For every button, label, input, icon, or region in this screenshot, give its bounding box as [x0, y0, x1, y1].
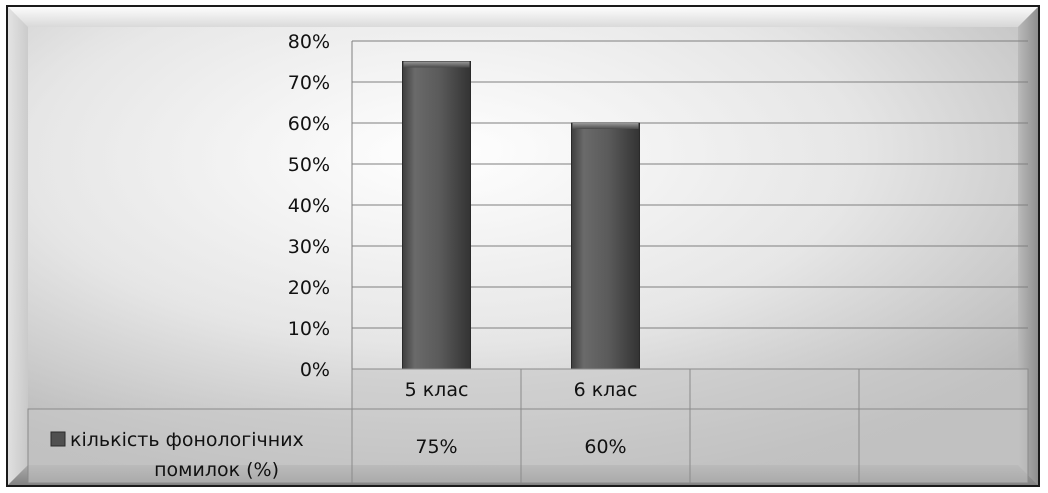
bar-body [571, 122, 640, 370]
y-tick-label: 40% [288, 195, 330, 217]
chart-svg: 5 клас 6 клас 75% 60% кількість фонологічних… [8, 7, 1038, 485]
bar [571, 122, 640, 370]
legend-label-line: кількість фонологічних [70, 429, 304, 451]
bars-layer [402, 61, 640, 370]
y-tick-label: 30% [288, 236, 330, 258]
legend-label-line: помилок (%) [154, 459, 279, 481]
y-tick-label: 10% [288, 318, 330, 340]
bevel-top [8, 7, 1038, 27]
y-axis-tick-labels: 0% 10% 20% 30% 40% 50% 60% 70% 80% [288, 31, 330, 381]
value-row [27, 408, 1029, 484]
y-tick-label: 60% [288, 113, 330, 135]
y-tick-label: 80% [288, 31, 330, 53]
bar [402, 61, 471, 370]
y-tick-label: 0% [300, 359, 330, 381]
data-label: 75% [415, 436, 457, 458]
data-table: 5 клас 6 клас 75% 60% кількість фонологічних… [27, 368, 1029, 484]
bar-top-bevel [403, 61, 470, 68]
y-tick-label: 70% [288, 72, 330, 94]
bar-top-bevel [572, 123, 639, 129]
x-tick-label: 6 клас [574, 379, 638, 401]
data-label: 60% [584, 436, 626, 458]
legend-label: кількість фонологічних помилок (%) [70, 429, 304, 481]
legend-swatch [50, 431, 66, 447]
chart-frame: 5 клас 6 клас 75% 60% кількість фонологічних… [6, 5, 1040, 487]
y-tick-label: 50% [288, 154, 330, 176]
y-tick-label: 20% [288, 277, 330, 299]
bar-body [402, 61, 471, 370]
x-tick-label: 5 клас [405, 379, 469, 401]
bevel-left [8, 7, 28, 485]
